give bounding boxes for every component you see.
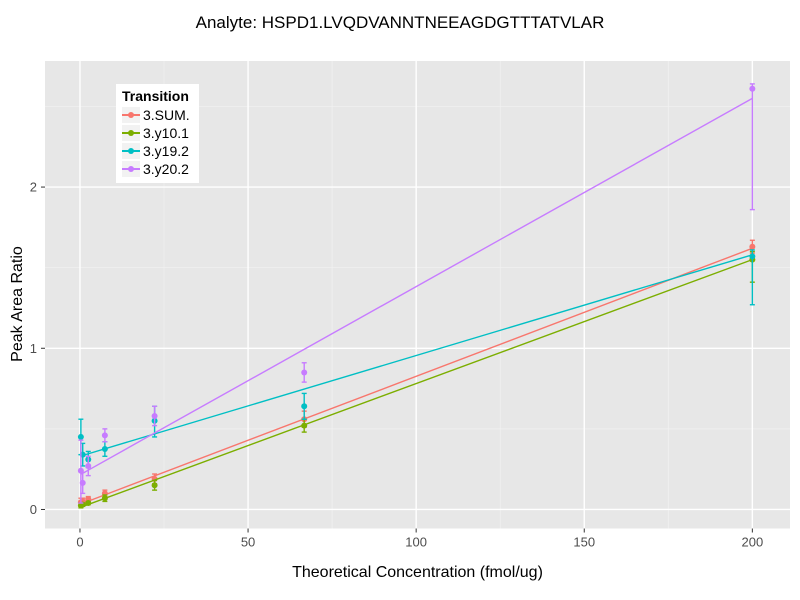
x-tick-label: 200 bbox=[741, 535, 763, 550]
legend-key-dot bbox=[128, 166, 134, 172]
data-point bbox=[749, 243, 756, 250]
legend-item-label: 3.y20.2 bbox=[143, 161, 189, 177]
data-point bbox=[301, 422, 308, 429]
fit-line bbox=[80, 258, 753, 508]
legend-item: 3.y10.1 bbox=[122, 124, 190, 142]
legend-title: Transition bbox=[122, 88, 189, 104]
data-point bbox=[151, 482, 158, 489]
legend-item-label: 3.y10.1 bbox=[143, 125, 189, 141]
legend-key-dot bbox=[128, 112, 134, 118]
data-point bbox=[101, 432, 108, 439]
data-point bbox=[101, 446, 108, 453]
y-tick-label: 2 bbox=[30, 180, 37, 195]
fit-line bbox=[80, 254, 753, 457]
legend-key-dot bbox=[128, 130, 134, 136]
legend-item: 3.SUM. bbox=[122, 106, 190, 124]
data-point bbox=[301, 403, 308, 410]
plot-title: Analyte: HSPD1.LVQDVANNTNEEAGDGTTTATVLAR bbox=[195, 13, 605, 32]
y-tick-label: 1 bbox=[30, 341, 37, 356]
legend-key-icon bbox=[122, 107, 140, 123]
legend-item-label: 3.y19.2 bbox=[143, 143, 189, 159]
legend: Transition 3.SUM. 3.y10.1 3.y19.2 3.y20.2 bbox=[116, 84, 199, 183]
fit-line bbox=[80, 97, 753, 475]
data-point bbox=[79, 479, 86, 486]
legend-item: 3.y19.2 bbox=[122, 142, 190, 160]
x-tick-label: 100 bbox=[405, 535, 427, 550]
legend-item-label: 3.SUM. bbox=[143, 107, 190, 123]
data-point bbox=[151, 412, 158, 419]
legend-item: 3.y20.2 bbox=[122, 160, 190, 178]
y-axis-title: Peak Area Ratio bbox=[9, 246, 26, 362]
fit-line bbox=[80, 247, 753, 505]
legend-key-icon bbox=[122, 125, 140, 141]
data-point bbox=[749, 253, 756, 260]
data-point bbox=[85, 462, 92, 469]
data-point bbox=[77, 433, 84, 440]
x-tick-label: 50 bbox=[241, 535, 255, 550]
x-tick-label: 0 bbox=[76, 535, 83, 550]
y-tick-label: 0 bbox=[30, 502, 37, 517]
data-point bbox=[301, 369, 308, 376]
x-axis-title: Theoretical Concentration (fmol/ug) bbox=[292, 564, 543, 581]
data-point bbox=[85, 500, 92, 507]
x-tick-label: 150 bbox=[573, 535, 595, 550]
data-point bbox=[749, 85, 756, 92]
data-point bbox=[101, 495, 108, 502]
legend-items: 3.SUM. 3.y10.1 3.y19.2 3.y20.2 bbox=[122, 106, 190, 178]
legend-key-dot bbox=[128, 148, 134, 154]
legend-key-icon bbox=[122, 161, 140, 177]
legend-key-icon bbox=[122, 143, 140, 159]
